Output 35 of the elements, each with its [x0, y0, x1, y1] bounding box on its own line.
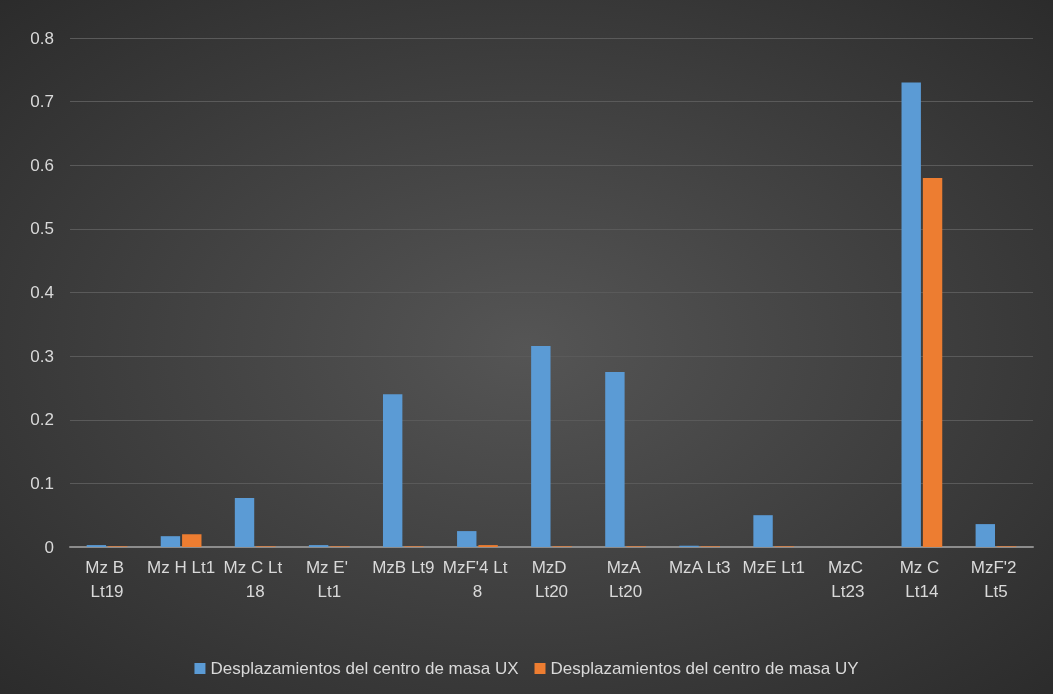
y-tick-label: 0.7: [30, 92, 54, 112]
bar: [605, 372, 625, 547]
bar: [382, 394, 403, 547]
bar: [975, 524, 995, 547]
x-tick-label: MzD Lt20: [531, 557, 572, 601]
bar: [234, 498, 255, 547]
bar: [531, 345, 551, 547]
x-tick-label: Mz H Lt1: [147, 557, 216, 577]
bar: [160, 536, 181, 547]
x-tick-label: MzF'4 Lt 8: [442, 557, 513, 601]
x-tick-label: MzE Lt1: [742, 557, 805, 577]
legend-label: Desplazamientos del centro de masa UX: [210, 659, 519, 678]
y-tick-label: 0.8: [30, 28, 54, 48]
bar: [182, 534, 202, 547]
x-tick-label: MzA Lt3: [668, 557, 731, 577]
y-tick-label: 0.6: [30, 155, 54, 175]
y-tick-label: 0: [44, 537, 54, 557]
x-tick-label: MzA Lt20: [606, 557, 645, 601]
bar: [457, 531, 477, 547]
x-tick-label: Mz E' Lt1: [305, 557, 353, 601]
y-tick-label: 0.5: [30, 219, 54, 239]
legend-label: Desplazamientos del centro de masa UY: [550, 659, 859, 678]
x-tick-label: MzF'2 Lt5: [970, 557, 1022, 601]
bar: [922, 177, 943, 547]
x-tick-label: Mz B Lt19: [85, 557, 129, 601]
y-tick-label: 0.4: [30, 283, 54, 302]
y-tick-label: 0.3: [30, 346, 54, 366]
y-tick-label: 0.1: [30, 473, 54, 493]
x-tick-label: Mz C Lt 18: [223, 557, 287, 601]
y-tick-label: 0.2: [30, 410, 54, 430]
bar: [753, 515, 773, 547]
bar: [901, 82, 921, 547]
x-tick-label: MzC Lt23: [827, 557, 868, 601]
x-tick-label: MzB Lt9: [372, 557, 435, 577]
x-tick-label: Mz C Lt14: [899, 557, 945, 601]
